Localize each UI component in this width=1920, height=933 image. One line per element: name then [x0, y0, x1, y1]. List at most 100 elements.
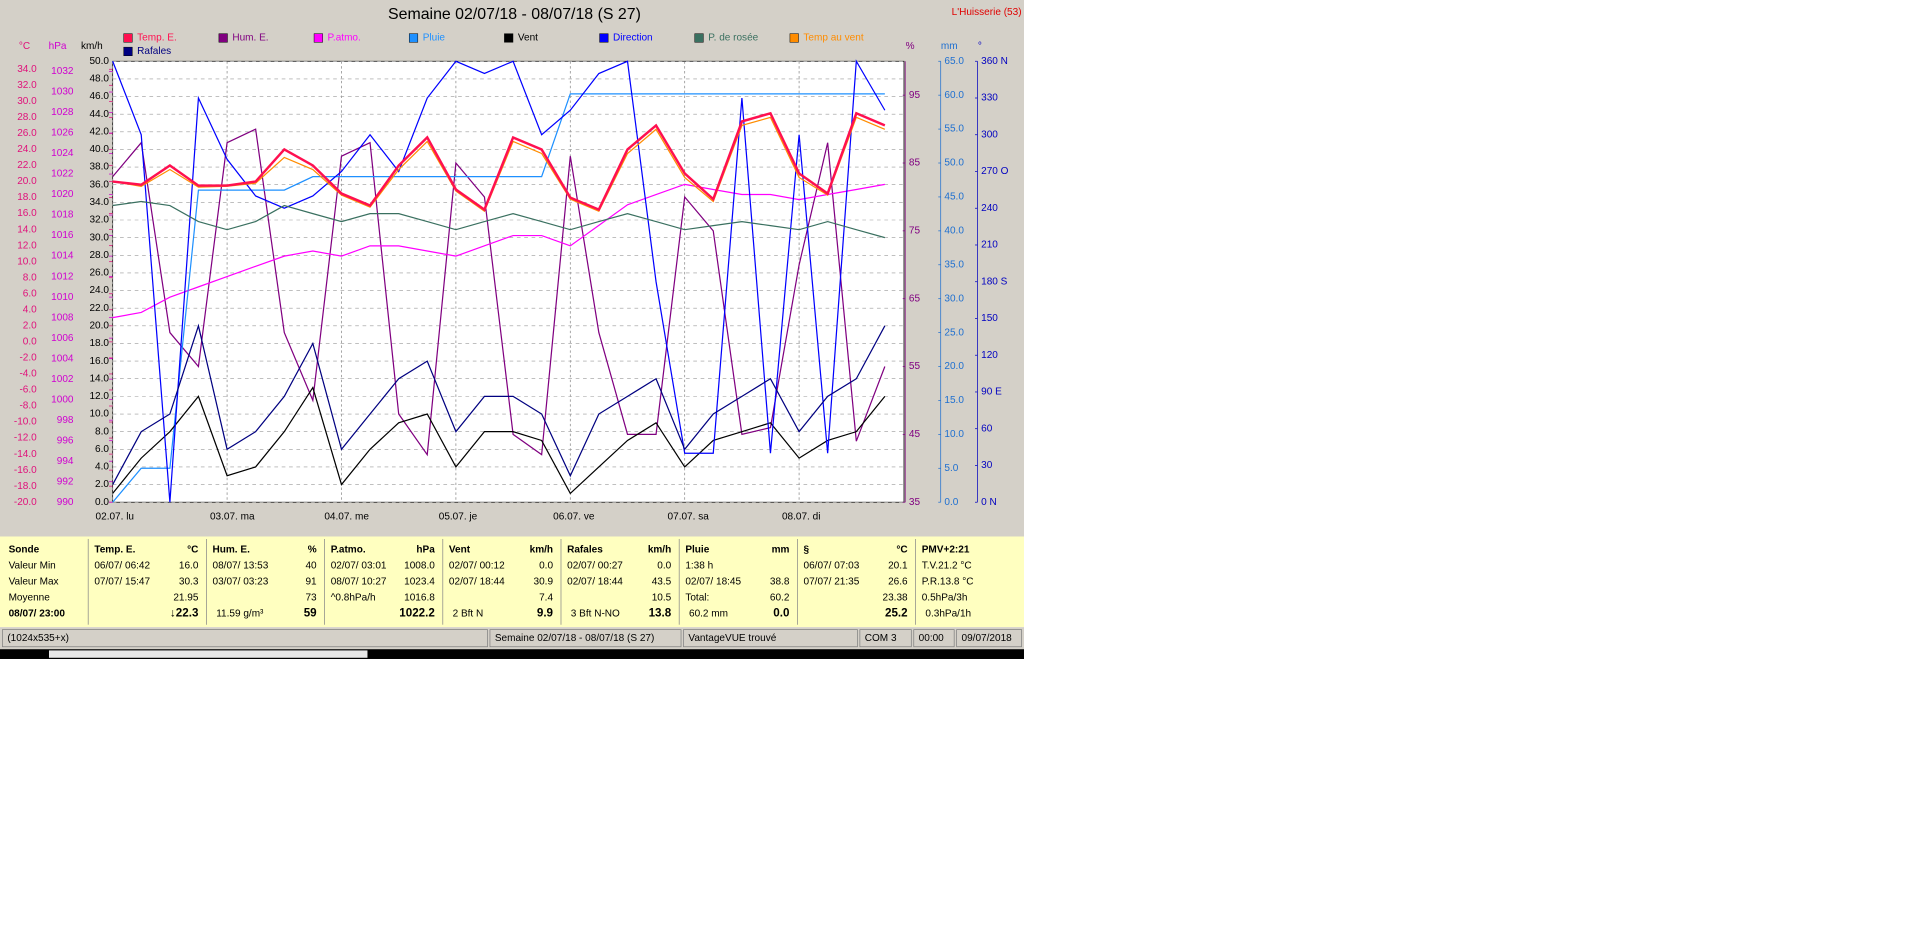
y-tick-label: 32.0	[89, 215, 109, 226]
cell-value: 1008.0	[404, 561, 435, 572]
series-line	[112, 59, 886, 503]
axis-unit: km/h	[81, 41, 103, 52]
x-tick-label: 08.07. di	[782, 512, 820, 523]
row-label: Valeur Max	[9, 576, 59, 587]
column-unit: hPa	[416, 545, 435, 556]
cell-text: 02/07/ 18:44	[449, 576, 505, 587]
status-panel	[489, 629, 682, 648]
cell-text: Total:	[685, 592, 709, 603]
column-unit: °C	[187, 545, 198, 556]
cell-text: 11.59 g/m³	[216, 608, 264, 619]
axis-unit: hPa	[49, 41, 67, 52]
cell-text: 07/07/ 21:35	[804, 576, 860, 587]
cell-value: 59	[304, 607, 317, 620]
y-tick-label: 14.0	[89, 373, 109, 384]
x-tick-label: 03.07. ma	[210, 512, 255, 523]
y-tick-label: 1004	[51, 353, 74, 364]
cell-value: 9.9	[537, 607, 554, 620]
status-text: Semaine 02/07/18 - 08/07/18 (S 27)	[495, 633, 655, 644]
y-tick-label: 994	[57, 456, 74, 467]
status-panel	[859, 629, 912, 648]
y-tick-label: 6.0	[95, 444, 109, 455]
y-tick-label: 30.0	[89, 232, 109, 243]
y-tick-label: 2.0	[23, 320, 37, 331]
cell-value: 10.5	[652, 592, 672, 603]
y-tick-label: 0.0	[95, 497, 109, 508]
status-panel	[2, 629, 488, 648]
x-tick-label: 06.07. ve	[553, 512, 595, 523]
cell-value: 43.5	[652, 576, 672, 587]
cell-text: T.V.21.2 °C	[922, 561, 972, 572]
cell-text: 02/07/ 03:01	[331, 561, 387, 572]
y-tick-label: -16.0	[14, 465, 37, 476]
y-tick-label: 5.0	[944, 463, 958, 474]
column-header: Temp. E.	[94, 545, 135, 556]
cell-value: 30.9	[534, 576, 554, 587]
cell-text: 60.2 mm	[689, 608, 728, 619]
y-tick-label: 40.0	[944, 226, 964, 237]
y-tick-label: 35.0	[944, 259, 964, 270]
y-tick-label: 1000	[51, 394, 74, 405]
legend-label: Hum. E.	[232, 33, 268, 44]
legend-label: Vent	[518, 33, 538, 44]
y-tick-label: 50.0	[944, 158, 964, 169]
cell-value: 25.2	[885, 607, 908, 620]
cell-value: 40	[305, 561, 317, 572]
y-tick-label: 1018	[51, 210, 74, 221]
y-tick-label: 12.0	[89, 391, 109, 402]
cell-value: 73	[305, 592, 317, 603]
y-tick-label: 1008	[51, 312, 74, 323]
y-tick-label: 45.0	[944, 192, 964, 203]
y-tick-label: 1020	[51, 189, 74, 200]
row-label: Moyenne	[9, 592, 51, 603]
y-tick-label: 75	[909, 226, 921, 237]
cell-value: 1023.4	[404, 576, 435, 587]
y-tick-label: 60	[981, 423, 993, 434]
cell-text: 06/07/ 07:03	[804, 561, 860, 572]
y-tick-label: 60.0	[944, 90, 964, 101]
y-tick-label: 45	[909, 429, 921, 440]
weather-window: Semaine 02/07/18 - 08/07/18 (S 27) L'Hui…	[0, 0, 1024, 659]
status-text: COM 3	[865, 633, 897, 644]
y-tick-label: 40.0	[89, 144, 109, 155]
y-tick-label: 25.0	[944, 327, 964, 338]
scrollbar[interactable]	[48, 650, 368, 658]
cell-text: 02/07/ 18:45	[685, 576, 741, 587]
y-tick-label: 30.0	[944, 293, 964, 304]
y-tick-label: 30.0	[17, 96, 37, 107]
cell-text: 0.3hPa/1h	[925, 608, 971, 619]
y-tick-label: 20.0	[89, 320, 109, 331]
column-unit: °C	[896, 545, 907, 556]
y-tick-label: 20.0	[17, 176, 37, 187]
y-tick-label: -12.0	[14, 433, 37, 444]
y-tick-label: 0.0	[23, 337, 37, 348]
y-tick-label: 1014	[51, 251, 74, 262]
y-tick-label: 26.0	[89, 268, 109, 279]
legend-label: Direction	[613, 33, 653, 44]
station-name: L'Huisserie (53)	[952, 7, 1022, 18]
y-tick-label: 330	[981, 93, 998, 104]
cell-value: 7.4	[539, 592, 553, 603]
legend-swatch	[694, 33, 704, 43]
y-tick-label: 10.0	[17, 256, 37, 267]
data-panel	[0, 536, 1024, 628]
y-tick-label: -6.0	[19, 385, 37, 396]
y-tick-label: 1026	[51, 128, 74, 139]
y-tick-label: 0.0	[944, 497, 958, 508]
status-text: 09/07/2018	[962, 633, 1013, 644]
y-tick-label: 10.0	[944, 429, 964, 440]
y-tick-label: -2.0	[19, 353, 37, 364]
y-tick-label: 992	[57, 476, 74, 487]
x-tick-label: 02.07. lu	[96, 512, 134, 523]
axis-unit: °C	[19, 41, 30, 52]
y-tick-label: 34.0	[89, 197, 109, 208]
status-panel	[683, 629, 858, 648]
legend-swatch	[789, 33, 799, 43]
y-tick-label: -20.0	[14, 497, 37, 508]
cell-value: 0.0	[539, 561, 553, 572]
y-tick-label: 16.0	[89, 356, 109, 367]
y-tick-label: 18.0	[89, 338, 109, 349]
legend-label: Rafales	[137, 46, 171, 57]
y-tick-label: 240	[981, 203, 998, 214]
